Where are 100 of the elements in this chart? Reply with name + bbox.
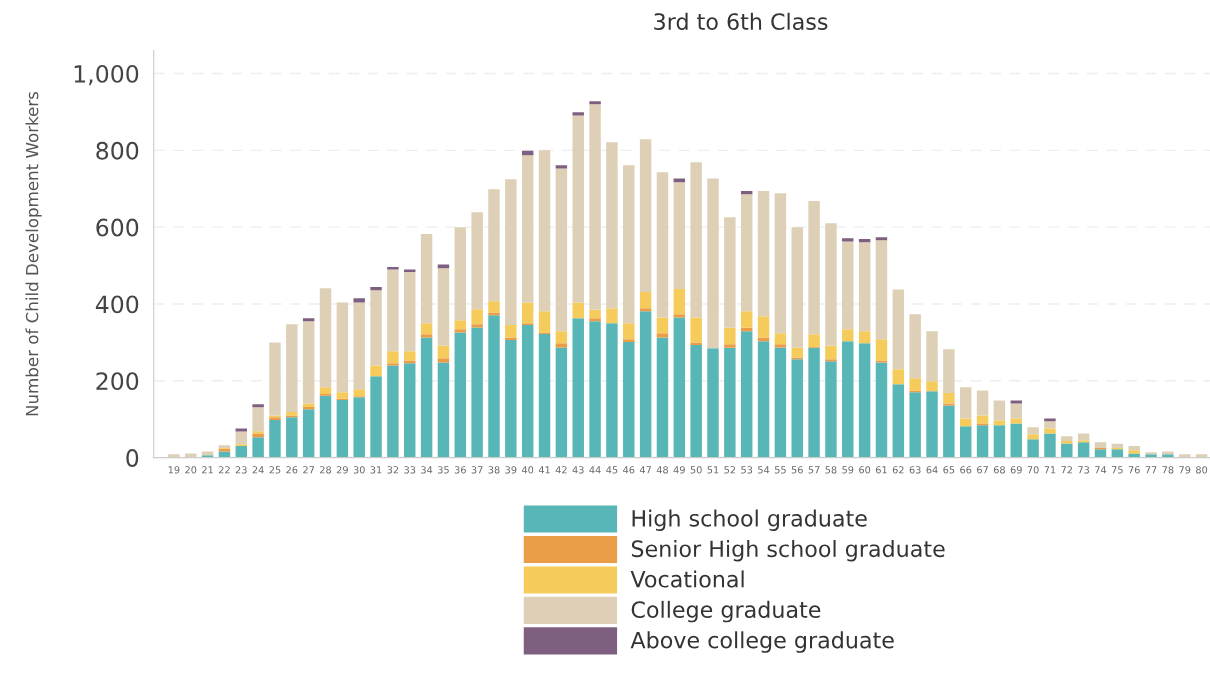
x-tick-label: 47 [639,466,651,474]
bar [976,425,989,458]
chart-title: 3rd to 6th Class [654,12,828,30]
x-tick-label: 72 [1061,466,1073,474]
bar [892,369,905,385]
bar [724,347,736,458]
bar [471,324,483,328]
bar [336,302,349,393]
bar [943,393,955,404]
x-tick-label: 70 [1027,466,1039,474]
x-tick-label: 50 [690,466,702,474]
bar [639,308,652,312]
bar [252,407,264,432]
bar [353,302,365,390]
bar [319,395,332,458]
bar [555,347,568,458]
bar [740,194,753,312]
bar [302,318,315,322]
bar [993,420,1006,426]
bar [909,314,921,379]
bar [858,239,871,243]
bar [572,302,584,319]
bar [471,212,483,310]
x-tick-label: 48 [656,466,668,474]
bar [1044,428,1056,434]
bar [555,168,568,332]
bar [437,345,450,359]
bar [420,234,433,324]
bar [555,165,568,169]
bar [926,381,938,392]
x-tick-label: 40 [521,466,534,474]
bar [454,320,467,330]
x-tick-label: 19 [168,466,180,474]
bar [774,344,787,348]
bar [842,241,854,330]
bar [353,389,365,397]
bar [673,289,686,315]
x-tick-label: 30 [353,466,365,474]
x-tick-label: 57 [808,466,820,474]
bar [505,337,517,341]
x-tick-label: 20 [185,466,197,474]
x-tick-label: 29 [336,466,348,474]
x-tick-label: 80 [1196,466,1208,474]
bar [218,451,231,458]
x-tick-label: 71 [1044,466,1056,474]
x-tick-label: 65 [943,466,955,474]
x-tick-label: 28 [320,466,332,474]
bar [437,268,450,346]
bar [471,327,483,458]
bar [185,453,197,458]
bar [606,308,618,324]
bar [538,150,551,312]
bar [673,314,686,318]
bar [724,217,736,328]
bar [1010,418,1022,424]
bar [572,112,584,116]
bar [707,348,719,458]
bar [1128,453,1140,458]
x-tick-label: 39 [505,466,517,474]
bar [606,142,618,309]
x-tick-label: 78 [1162,466,1174,474]
bar [1010,423,1022,458]
bar [235,428,247,432]
bar [1010,400,1022,404]
bar [269,342,281,416]
bar [538,333,551,458]
bar [404,360,416,364]
bar [673,182,686,290]
x-tick-label: 45 [606,466,618,474]
x-tick-label: 38 [488,466,500,474]
x-tick-label: 43 [572,466,584,474]
x-tick-label: 33 [404,466,416,474]
bar [825,223,837,346]
bar [1128,450,1140,454]
bar [623,342,635,458]
bar [842,238,854,242]
bar [757,316,770,338]
y-tick-label: 600 [96,218,139,237]
bar [656,317,669,334]
bar [959,426,972,458]
bar [302,321,315,404]
bar [606,323,618,458]
legend-label: High school graduate [632,509,867,532]
bar [589,309,601,319]
y-axis-title: Number of Child Development Workers [25,91,42,416]
bar [673,178,686,183]
bar [926,331,938,382]
bar [858,242,871,332]
y-tick-label: 1,000 [74,64,139,86]
x-tick-label: 21 [202,466,213,474]
bar [370,287,382,291]
bar [656,333,669,338]
bar [774,347,787,458]
bar [235,431,247,445]
bar [252,433,264,438]
bar [1027,427,1039,435]
bar [690,342,702,346]
bar [909,392,921,458]
bar [319,387,332,394]
x-tick-label: 22 [218,466,230,474]
